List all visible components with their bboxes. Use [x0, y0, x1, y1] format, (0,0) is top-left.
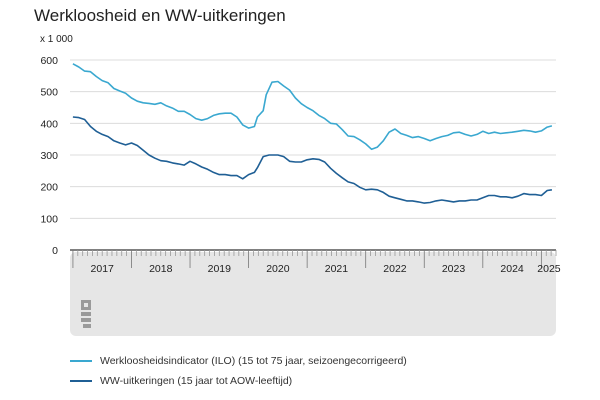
legend-item: Werkloosheidsindicator (ILO) (15 tot 75 …: [70, 353, 407, 369]
legend-item: WW-uitkeringen (15 jaar tot AOW-leeftijd…: [70, 373, 292, 389]
legend-swatch: [70, 360, 92, 362]
x-year-label: 2017: [91, 263, 115, 275]
y-tick-label: 400: [40, 118, 58, 130]
y-tick-label: 200: [40, 182, 58, 194]
x-axis-ticks: [72, 250, 557, 268]
y-tick-label: 600: [40, 55, 58, 67]
x-year-label: 2019: [208, 263, 232, 275]
chart-title: Werkloosheid en WW-uitkeringen: [34, 6, 286, 25]
x-year-label: 2024: [500, 263, 524, 275]
y-tick-label: 100: [40, 213, 58, 225]
grid-lines: [70, 59, 556, 251]
y-tick-label: 0: [52, 245, 58, 257]
x-year-label: 2018: [149, 263, 173, 275]
x-year-label: 2021: [325, 263, 349, 275]
x-year-label: 2022: [383, 263, 407, 275]
x-year-label: 2020: [266, 263, 290, 275]
series-lines: [72, 63, 553, 204]
legend-swatch: [70, 380, 92, 382]
x-axis-band: [70, 252, 556, 336]
y-axis-unit-label: x 1 000: [40, 34, 73, 45]
cbs-logo-icon: [81, 300, 91, 328]
x-year-label: 2025: [537, 263, 561, 275]
series-line-1: [72, 63, 553, 151]
legend-label: Werkloosheidsindicator (ILO) (15 tot 75 …: [100, 355, 407, 367]
y-tick-label: 500: [40, 87, 58, 99]
legend-label: WW-uitkeringen (15 jaar tot AOW-leeftijd…: [100, 375, 293, 387]
series-line-2: [72, 116, 553, 204]
y-axis-ticks: 0 100 200 300 400 500 600: [40, 55, 58, 257]
y-tick-label: 300: [40, 150, 58, 162]
x-axis-labels: 2017 2018 2019 2020 2021 2022 2023 2024 2025: [91, 263, 561, 275]
x-year-label: 2023: [442, 263, 466, 275]
